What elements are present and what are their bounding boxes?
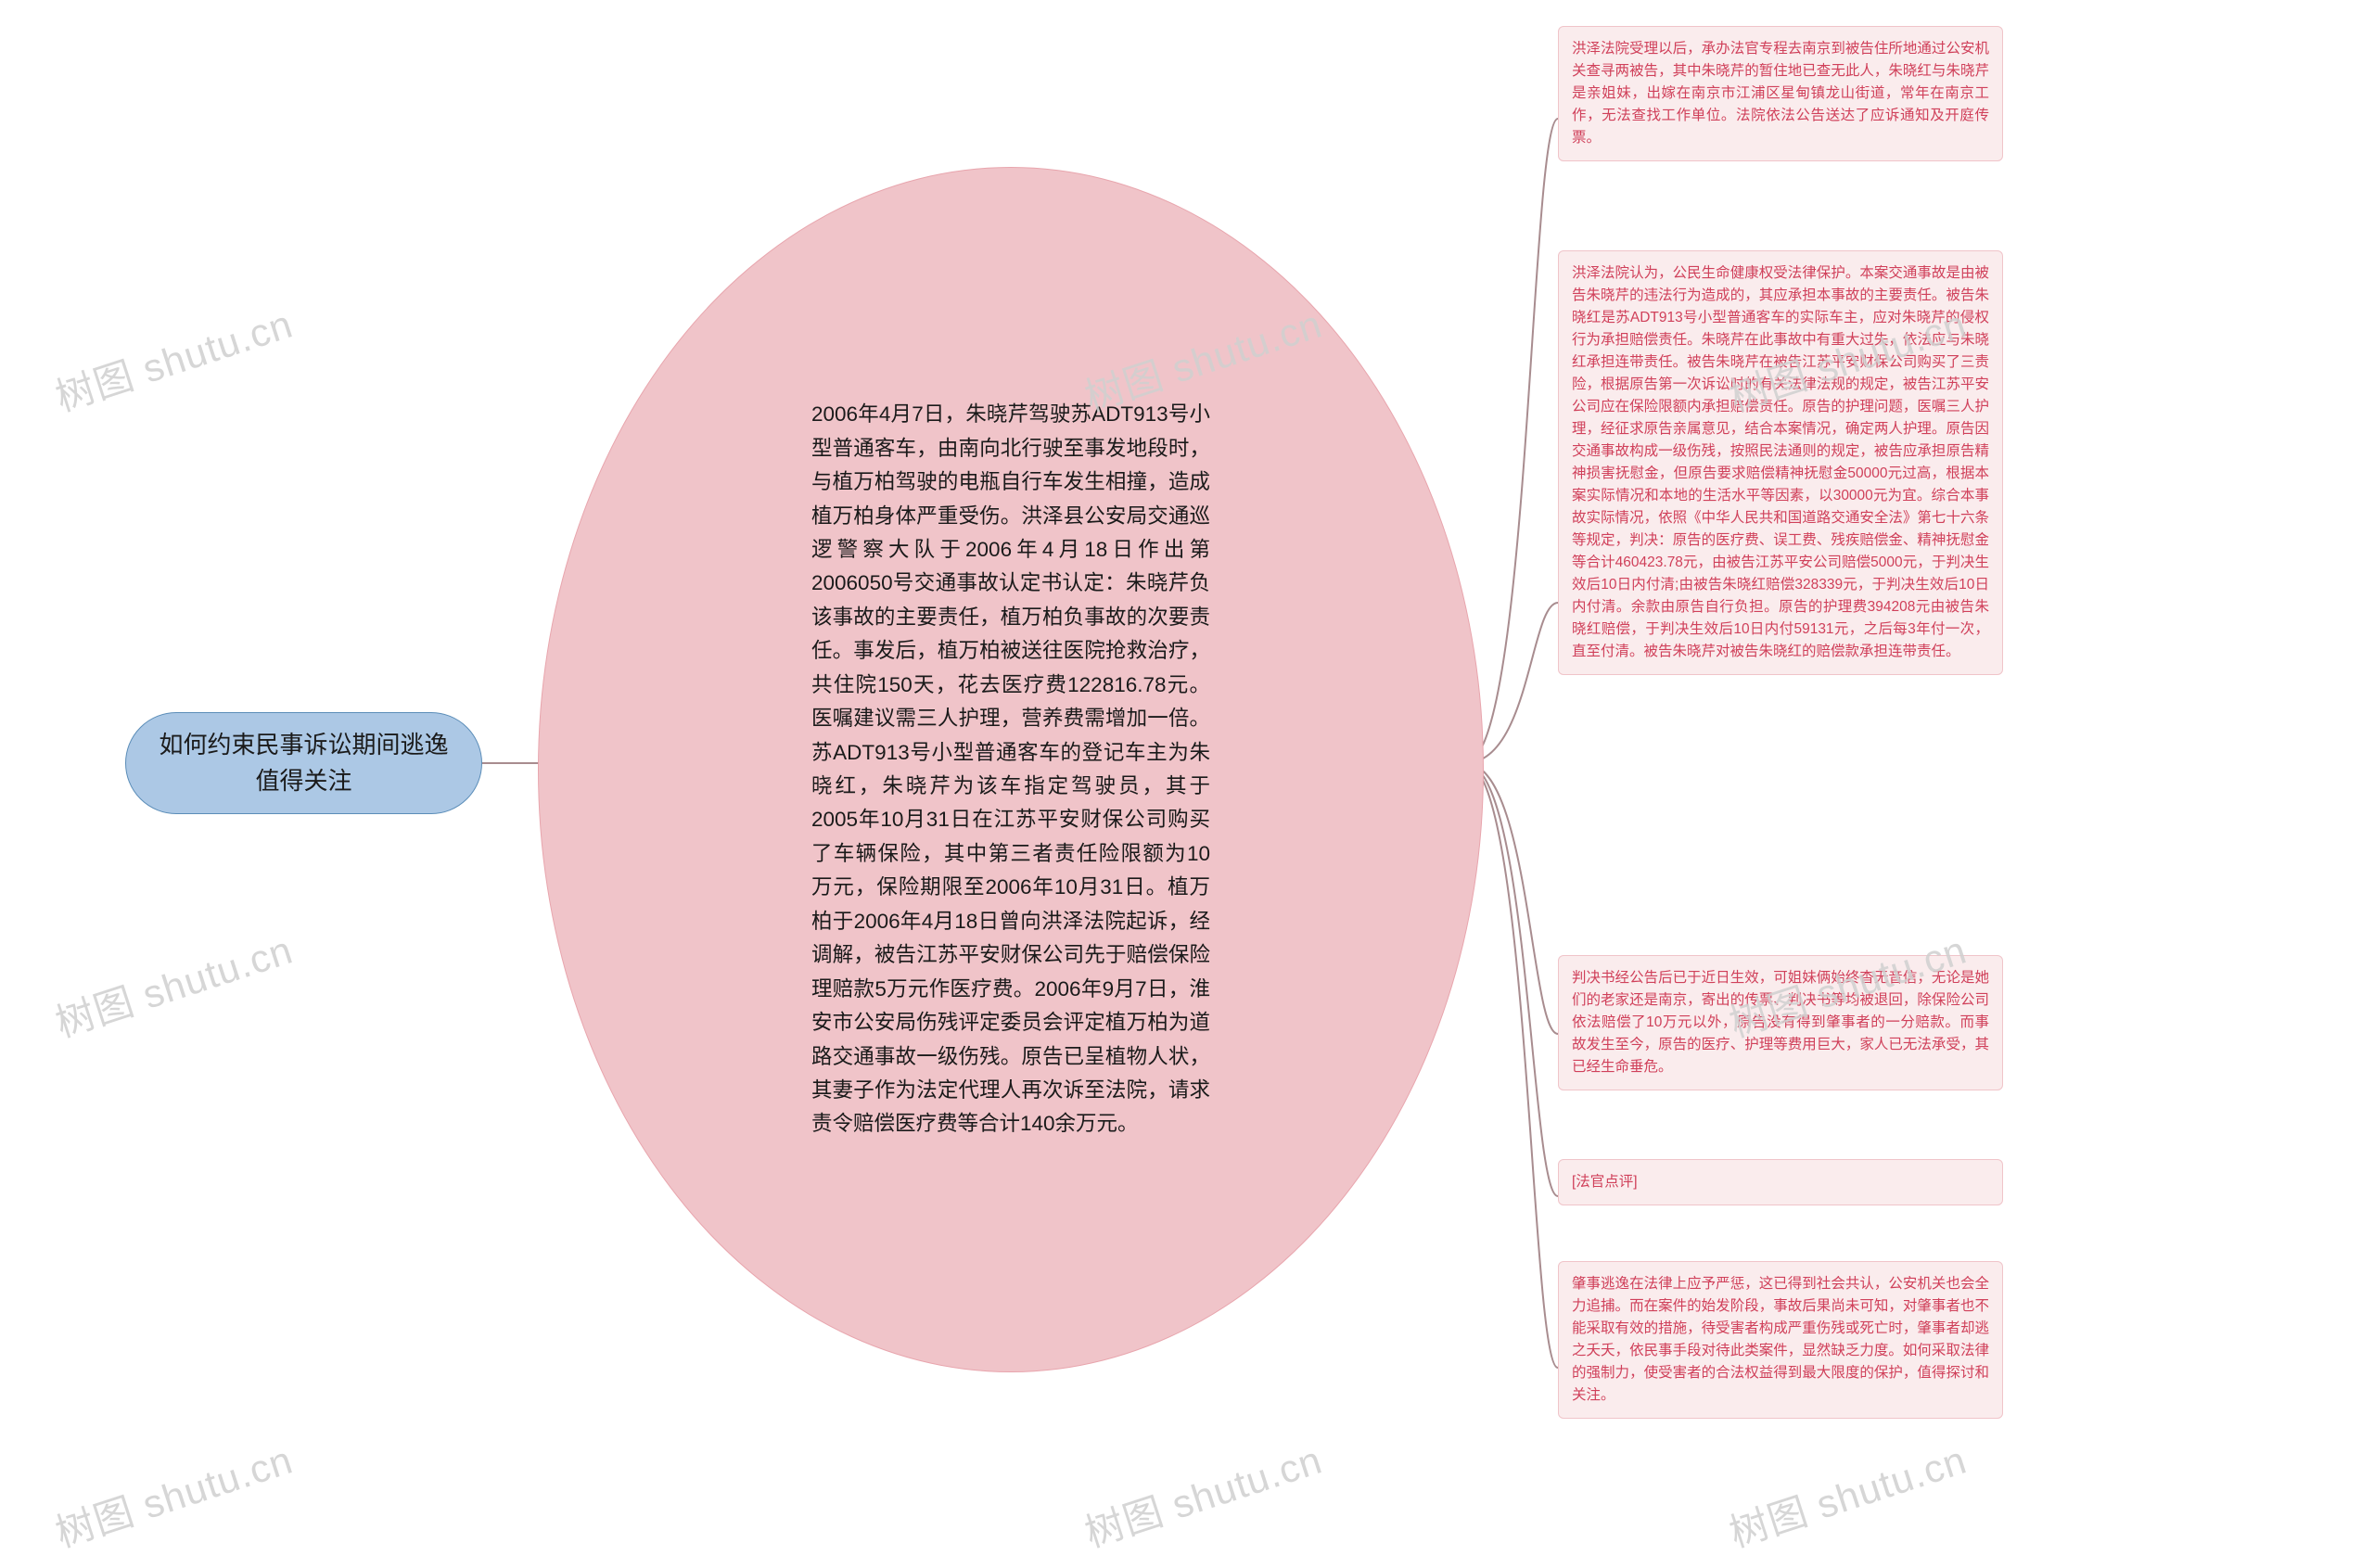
connector-main-leaf5: [1465, 763, 1558, 1368]
leaf-3-text: 判决书经公告后已于近日生效，可姐妹俩始终杳无音信，无论是她们的老家还是南京，寄出…: [1572, 967, 1989, 1078]
root-node[interactable]: 如何约束民事诉讼期间逃逸值得关注: [125, 712, 482, 814]
leaf-node-3[interactable]: 判决书经公告后已于近日生效，可姐妹俩始终杳无音信，无论是她们的老家还是南京，寄出…: [1558, 955, 2003, 1090]
leaf-node-5[interactable]: 肇事逃逸在法律上应予严惩，这已得到社会共认，公安机关也会全力追捕。而在案件的始发…: [1558, 1261, 2003, 1419]
leaf-4-text: [法官点评]: [1572, 1171, 1989, 1193]
leaf-node-4[interactable]: [法官点评]: [1558, 1159, 2003, 1205]
watermark-7: 树图 shutu.cn: [1077, 1429, 1328, 1559]
watermark-1: 树图 shutu.cn: [47, 293, 299, 423]
watermark-8: 树图 shutu.cn: [1721, 1429, 1972, 1559]
leaf-1-text: 洪泽法院受理以后，承办法官专程去南京到被告住所地通过公安机关查寻两被告，其中朱晓…: [1572, 38, 1989, 149]
leaf-node-2[interactable]: 洪泽法院认为，公民生命健康权受法律保护。本案交通事故是由被告朱晓芹的违法行为造成…: [1558, 250, 2003, 675]
root-label: 如何约束民事诉讼期间逃逸值得关注: [154, 727, 453, 799]
watermark-6: 树图 shutu.cn: [47, 1429, 299, 1559]
leaf-5-text: 肇事逃逸在法律上应予严惩，这已得到社会共认，公安机关也会全力追捕。而在案件的始发…: [1572, 1273, 1989, 1407]
watermark-4: 树图 shutu.cn: [47, 919, 299, 1049]
main-node[interactable]: 2006年4月7日，朱晓芹驾驶苏ADT913号小型普通客车，由南向北行驶至事发地…: [538, 167, 1484, 1372]
leaf-node-1[interactable]: 洪泽法院受理以后，承办法官专程去南京到被告住所地通过公安机关查寻两被告，其中朱晓…: [1558, 26, 2003, 161]
connector-main-leaf1: [1465, 119, 1558, 763]
leaf-2-text: 洪泽法院认为，公民生命健康权受法律保护。本案交通事故是由被告朱晓芹的违法行为造成…: [1572, 262, 1989, 663]
main-text: 2006年4月7日，朱晓芹驾驶苏ADT913号小型普通客车，由南向北行驶至事发地…: [811, 398, 1210, 1141]
